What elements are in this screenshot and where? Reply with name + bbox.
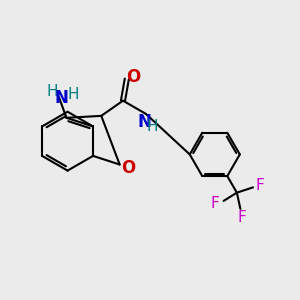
Text: F: F [238, 210, 246, 225]
Text: O: O [126, 68, 140, 86]
Text: H: H [147, 119, 158, 134]
Text: N: N [54, 88, 68, 106]
Text: F: F [255, 178, 264, 194]
Text: H: H [67, 87, 79, 102]
Text: F: F [211, 196, 220, 211]
Text: O: O [121, 159, 135, 177]
Text: N: N [137, 113, 152, 131]
Text: H: H [47, 84, 58, 99]
